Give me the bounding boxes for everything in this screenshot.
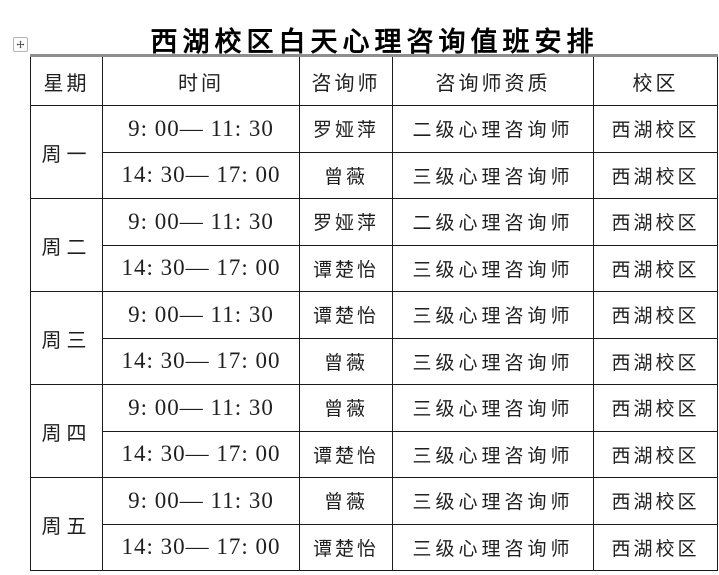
table-row: 14: 30— 17: 00 曾薇 三级心理咨询师 西湖校区 [31, 151, 718, 199]
day-cell[interactable]: 周三 [30, 291, 103, 385]
table-row: 周三 9: 00— 11: 30 谭楚怡 三级心理咨询师 西湖校区 [30, 291, 718, 385]
day-cell[interactable]: 周一 [30, 105, 103, 199]
campus-cell[interactable]: 西湖校区 [593, 523, 718, 571]
counselor-cell[interactable]: 曾薇 [299, 477, 393, 525]
qualification-cell[interactable]: 三级心理咨询师 [392, 291, 594, 339]
counselor-cell[interactable]: 谭楚怡 [299, 291, 393, 339]
qualification-cell[interactable]: 三级心理咨询师 [392, 477, 594, 525]
page-title[interactable]: 西湖校区白天心理咨询值班安排 [150, 27, 599, 57]
counselor-cell[interactable]: 谭楚怡 [299, 430, 393, 478]
four-arrows-move-icon [16, 40, 25, 49]
time-cell[interactable]: 14: 30— 17: 00 [102, 430, 300, 478]
counselor-cell[interactable]: 谭楚怡 [299, 244, 393, 292]
time-cell[interactable]: 9: 00— 11: 30 [102, 105, 300, 153]
header-counselor[interactable]: 咨询师 [299, 54, 393, 106]
day-cell[interactable]: 周二 [30, 198, 103, 292]
time-cell[interactable]: 9: 00— 11: 30 [102, 384, 300, 432]
table-row: 14: 30— 17: 00 曾薇 三级心理咨询师 西湖校区 [31, 337, 718, 385]
counselor-cell[interactable]: 谭楚怡 [299, 523, 393, 571]
table-row: 周四 9: 00— 11: 30 曾薇 三级心理咨询师 西湖校区 [30, 384, 718, 478]
qualification-cell[interactable]: 二级心理咨询师 [392, 105, 594, 153]
day-cell[interactable]: 周四 [30, 384, 103, 478]
counselor-cell[interactable]: 曾薇 [299, 337, 393, 385]
time-cell[interactable]: 9: 00— 11: 30 [102, 477, 300, 525]
qualification-cell[interactable]: 三级心理咨询师 [392, 384, 594, 432]
table-row: 周一 9: 00— 11: 30 罗娅萍 二级心理咨询师 西湖校区 [30, 105, 718, 199]
table-row: 周五 9: 00— 11: 30 曾薇 三级心理咨询师 西湖校区 [30, 477, 718, 571]
campus-cell[interactable]: 西湖校区 [593, 105, 718, 153]
header-qualification[interactable]: 咨询师资质 [392, 54, 594, 106]
time-cell[interactable]: 14: 30— 17: 00 [102, 337, 300, 385]
qualification-cell[interactable]: 三级心理咨询师 [392, 244, 594, 292]
time-cell[interactable]: 14: 30— 17: 00 [102, 151, 300, 199]
qualification-cell[interactable]: 三级心理咨询师 [392, 430, 594, 478]
table-row: 14: 30— 17: 00 谭楚怡 三级心理咨询师 西湖校区 [31, 244, 718, 292]
campus-cell[interactable]: 西湖校区 [593, 384, 718, 432]
time-cell[interactable]: 14: 30— 17: 00 [102, 523, 300, 571]
header-time[interactable]: 时间 [102, 54, 300, 106]
table-move-handle[interactable] [13, 37, 28, 52]
table-row: 14: 30— 17: 00 谭楚怡 三级心理咨询师 西湖校区 [31, 523, 718, 571]
campus-cell[interactable]: 西湖校区 [593, 477, 718, 525]
header-row: 星期 时间 咨询师 咨询师资质 校区 [30, 54, 718, 106]
campus-cell[interactable]: 西湖校区 [593, 198, 718, 246]
qualification-cell[interactable]: 三级心理咨询师 [392, 337, 594, 385]
counselor-cell[interactable]: 曾薇 [299, 384, 393, 432]
campus-cell[interactable]: 西湖校区 [593, 291, 718, 339]
campus-cell[interactable]: 西湖校区 [593, 244, 718, 292]
counselor-cell[interactable]: 曾薇 [299, 151, 393, 199]
time-cell[interactable]: 9: 00— 11: 30 [102, 291, 300, 339]
header-campus[interactable]: 校区 [593, 54, 718, 106]
campus-cell[interactable]: 西湖校区 [593, 151, 718, 199]
campus-cell[interactable]: 西湖校区 [593, 337, 718, 385]
duty-schedule-table: 星期 时间 咨询师 咨询师资质 校区 周一 9: 00— 11: 30 罗娅萍 … [30, 54, 718, 571]
qualification-cell[interactable]: 三级心理咨询师 [392, 151, 594, 199]
time-cell[interactable]: 14: 30— 17: 00 [102, 244, 300, 292]
counselor-cell[interactable]: 罗娅萍 [299, 105, 393, 153]
table-row: 14: 30— 17: 00 谭楚怡 三级心理咨询师 西湖校区 [31, 430, 718, 478]
qualification-cell[interactable]: 三级心理咨询师 [392, 523, 594, 571]
qualification-cell[interactable]: 二级心理咨询师 [392, 198, 594, 246]
day-cell[interactable]: 周五 [30, 477, 103, 571]
counselor-cell[interactable]: 罗娅萍 [299, 198, 393, 246]
header-day[interactable]: 星期 [30, 54, 103, 106]
time-cell[interactable]: 9: 00— 11: 30 [102, 198, 300, 246]
table-row: 周二 9: 00— 11: 30 罗娅萍 二级心理咨询师 西湖校区 [30, 198, 718, 292]
campus-cell[interactable]: 西湖校区 [593, 430, 718, 478]
